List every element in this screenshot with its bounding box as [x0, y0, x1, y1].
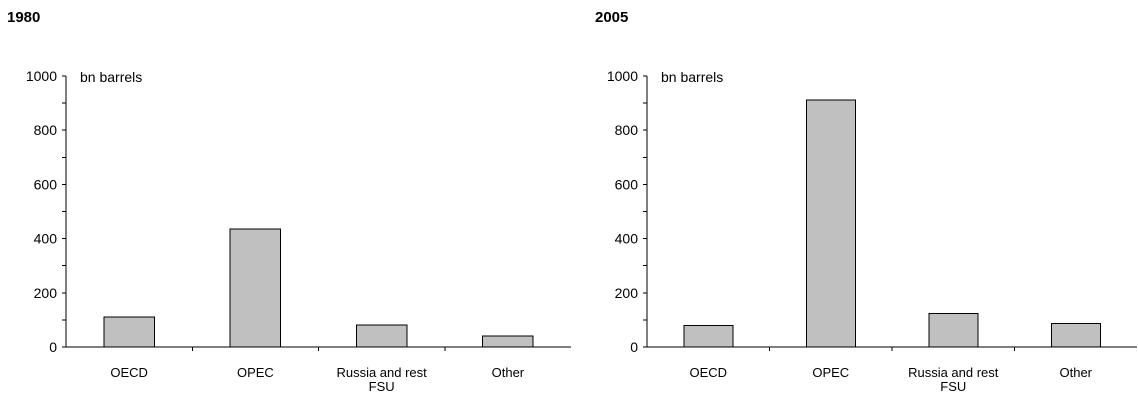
x-category-label: FSU	[940, 379, 966, 394]
x-category-label: Other	[1059, 365, 1092, 380]
bar	[805, 99, 856, 348]
bar	[229, 228, 282, 348]
x-category-label: FSU	[369, 379, 395, 394]
bar	[103, 316, 155, 348]
y-tick-label: 600	[34, 176, 58, 192]
bar	[928, 313, 979, 348]
y-unit-label: bn barrels	[80, 69, 142, 85]
y-tick-label: 200	[34, 285, 58, 301]
x-category-label: OPEC	[812, 365, 849, 380]
y-tick-label: 400	[34, 231, 58, 247]
chart-2005: 2005 bn barrels 0 200 400 600 800 1000 OECD OPEC R…	[595, 9, 1137, 394]
y-tick-label: 0	[630, 339, 638, 355]
y-tick-label: 400	[615, 231, 639, 247]
y-tick-label: 800	[615, 122, 639, 138]
y-tick-label: 0	[49, 339, 57, 355]
y-tick-label: 1000	[607, 68, 638, 84]
bar	[683, 324, 734, 348]
chart-title: 2005	[595, 9, 628, 26]
y-tick-label: 200	[615, 285, 639, 301]
x-category-label: Other	[492, 365, 525, 380]
chart-title: 1980	[7, 9, 40, 26]
y-unit-label: bn barrels	[661, 69, 723, 85]
bar	[1050, 323, 1101, 348]
y-tick-label: 800	[34, 122, 58, 138]
y-tick-label: 1000	[26, 68, 57, 84]
bar	[355, 324, 408, 348]
x-category-label: OECD	[110, 365, 148, 380]
bar	[482, 335, 534, 348]
x-category-label: OECD	[689, 365, 727, 380]
y-tick-label: 600	[615, 176, 639, 192]
chart-1980: 1980 bn barrels 0 200 400 600 800 1000 OECD OPEC R…	[7, 9, 571, 394]
x-category-label: Russia and rest	[336, 365, 427, 380]
x-category-label: Russia and rest	[908, 365, 999, 380]
x-category-label: OPEC	[237, 365, 274, 380]
